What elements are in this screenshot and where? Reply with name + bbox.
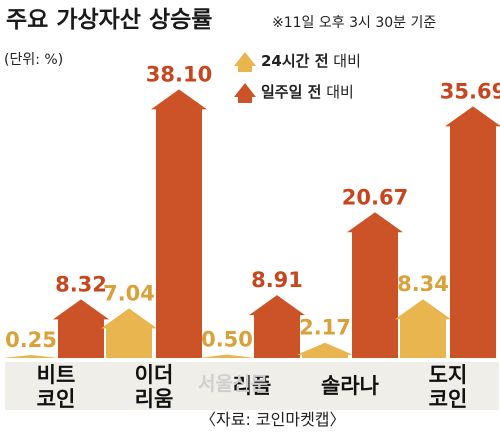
value-label-day-2: 0.50 (201, 327, 253, 351)
legend: 24시간 전 대비 일주일 전 대비 (234, 52, 361, 103)
bar-day-2 (199, 354, 255, 358)
legend-swatch-day (234, 52, 256, 72)
category-box-1 (103, 362, 205, 410)
bar-week-3 (347, 212, 403, 358)
chart-subtitle: ※11일 오후 3시 30분 기준 (272, 15, 436, 31)
legend-swatch-week (234, 83, 256, 103)
category-label-4-1: 코인 (429, 387, 468, 411)
category-box-2 (201, 362, 303, 410)
category-label-4-0: 도지 (429, 363, 468, 387)
source-note: 〈자료: 코인마켓캡〉 (200, 410, 346, 429)
value-label-day-1: 7.04 (103, 281, 155, 305)
unit-label: (단위: %) (4, 52, 63, 68)
bar-day-0 (3, 355, 59, 358)
category-label-2-0: 리플 (233, 374, 272, 398)
value-label-week-1: 38.10 (146, 62, 212, 86)
bar-day-1 (101, 308, 157, 358)
category-box-0 (5, 362, 107, 410)
category-label-3-0: 솔라나 (321, 374, 380, 398)
bar-week-1 (151, 89, 207, 359)
value-label-day-3: 2.17 (299, 316, 351, 340)
value-label-week-0: 8.32 (55, 272, 107, 296)
category-box-4 (397, 362, 499, 410)
bar-day-3 (297, 342, 353, 358)
category-label-1-1: 리움 (135, 387, 174, 411)
category-label-0-1: 코인 (37, 387, 76, 411)
value-label-week-3: 20.67 (342, 185, 408, 209)
bar-week-0 (53, 299, 109, 358)
bar-day-4 (395, 299, 451, 358)
value-label-week-2: 8.91 (251, 268, 303, 292)
category-box-3 (299, 362, 401, 410)
legend-label-week: 일주일 전 대비 (261, 83, 354, 101)
bars (3, 89, 500, 359)
chart-title: 주요 가상자산 상승률 (6, 7, 212, 33)
value-label-week-4: 35.69 (440, 79, 500, 103)
bar-week-4 (445, 106, 500, 358)
bar-week-2 (249, 295, 305, 358)
value-label-day-4: 8.34 (397, 272, 449, 296)
category-label-0-0: 비트 (37, 363, 76, 387)
category-label-1-0: 이더 (135, 363, 174, 387)
value-label-day-0: 0.25 (5, 328, 57, 352)
watermark: 서울신문 (198, 373, 268, 395)
legend-label-day: 24시간 전 대비 (261, 52, 361, 70)
value-labels: 0.25 8.327.04 38.10 0.50 8.91 2.17 20.67 8.34 35… (5, 62, 500, 352)
